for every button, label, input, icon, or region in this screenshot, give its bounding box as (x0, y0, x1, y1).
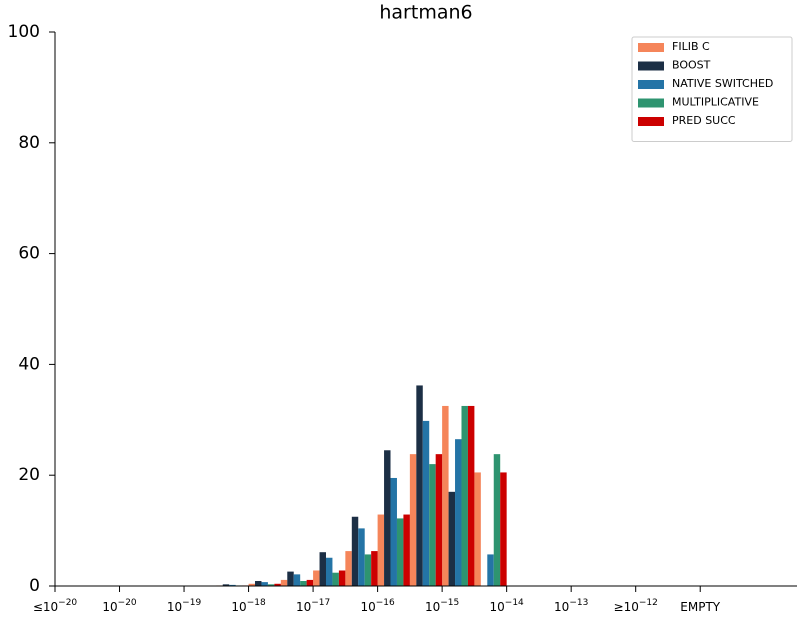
y-tick-label: 20 (18, 465, 40, 485)
x-tick-base: 10 (102, 600, 117, 614)
bar (396, 518, 404, 586)
bar (255, 581, 262, 586)
x-tick-base: 10 (296, 600, 311, 614)
x-tick-base: EMPTY (680, 600, 721, 614)
bar (429, 464, 436, 586)
x-tick-base: ≥10 (614, 600, 639, 614)
legend-label: PRED SUCC (672, 114, 736, 127)
x-tick-exponent: −20 (58, 598, 77, 608)
x-tick-label: 10−18 (231, 598, 266, 614)
x-tick-label: EMPTY (680, 600, 721, 614)
bar (390, 477, 397, 586)
x-tick-label: 10−17 (296, 598, 330, 614)
x-tick-label: 10−13 (554, 598, 588, 614)
legend-label: FILIB C (672, 40, 710, 53)
legend-label: BOOST (672, 59, 711, 72)
x-tick-label: ≥10−12 (614, 598, 658, 614)
x-tick-exponent: −20 (118, 598, 137, 608)
legend-swatch (638, 61, 664, 71)
x-tick-base: ≤10 (33, 600, 58, 614)
x-tick-base: 10 (360, 600, 375, 614)
x-tick-base: 10 (425, 600, 440, 614)
bar (351, 516, 359, 586)
bar (467, 405, 475, 586)
bar (377, 514, 385, 586)
y-tick-label: 60 (18, 244, 40, 264)
chart-title: hartman6 (379, 2, 472, 24)
bar (442, 405, 449, 586)
x-tick-exponent: −15 (440, 598, 459, 608)
bar (293, 574, 301, 586)
x-tick-exponent: −16 (376, 598, 395, 608)
bar (487, 554, 494, 586)
bar (306, 579, 314, 586)
y-tick-label: 80 (18, 133, 40, 153)
legend-swatch (638, 43, 664, 52)
bar (300, 581, 307, 586)
bar (274, 583, 281, 586)
bar (338, 570, 346, 586)
x-tick-base: 10 (554, 600, 569, 614)
x-tick-label: 10−16 (360, 598, 395, 614)
bar (313, 570, 320, 586)
x-tick-label: 10−15 (425, 598, 459, 614)
bar (325, 557, 333, 586)
legend-swatch (638, 80, 664, 89)
bar (435, 454, 443, 586)
x-tick-exponent: −19 (182, 598, 201, 608)
bar (403, 514, 410, 586)
x-tick-exponent: −13 (569, 598, 588, 608)
bar (384, 450, 391, 586)
legend-swatch (638, 98, 664, 108)
bar (229, 584, 236, 586)
x-tick-label: 10−20 (102, 598, 137, 614)
x-tick-exponent: −17 (311, 598, 330, 608)
x-tick-base: 10 (167, 600, 182, 614)
x-tick-base: 10 (490, 600, 505, 614)
bar (500, 472, 507, 586)
legend-label: MULTIPLICATIVE (672, 96, 759, 109)
bar (416, 385, 423, 586)
y-tick-label: 0 (29, 576, 40, 596)
bar (319, 552, 326, 586)
legend-box (631, 36, 793, 142)
bar (371, 551, 378, 586)
bar (222, 584, 230, 586)
legend-label: NATIVE SWITCHED (672, 77, 773, 90)
bar (261, 582, 268, 586)
bar (358, 528, 365, 586)
x-tick-exponent: −12 (639, 598, 658, 608)
bar (364, 554, 372, 586)
y-tick-label: 100 (8, 22, 40, 42)
bar (422, 420, 430, 586)
bar (461, 405, 468, 586)
x-tick-exponent: −18 (247, 598, 266, 608)
x-tick-label: ≤10−20 (33, 598, 78, 614)
bar (248, 583, 256, 586)
x-tick-label: 10−14 (490, 598, 525, 614)
x-tick-exponent: −14 (505, 598, 524, 608)
bar (474, 472, 481, 586)
bar (345, 551, 352, 586)
bar (448, 491, 456, 586)
bar (409, 454, 417, 586)
bar (455, 439, 462, 586)
legend-swatch (638, 117, 664, 126)
bar (332, 572, 339, 586)
bar (287, 571, 294, 586)
x-tick-label: 10−19 (167, 598, 202, 614)
bar (267, 584, 275, 586)
x-tick-base: 10 (231, 600, 246, 614)
bar (280, 579, 288, 586)
y-tick-label: 40 (18, 354, 40, 374)
bar (493, 454, 501, 586)
